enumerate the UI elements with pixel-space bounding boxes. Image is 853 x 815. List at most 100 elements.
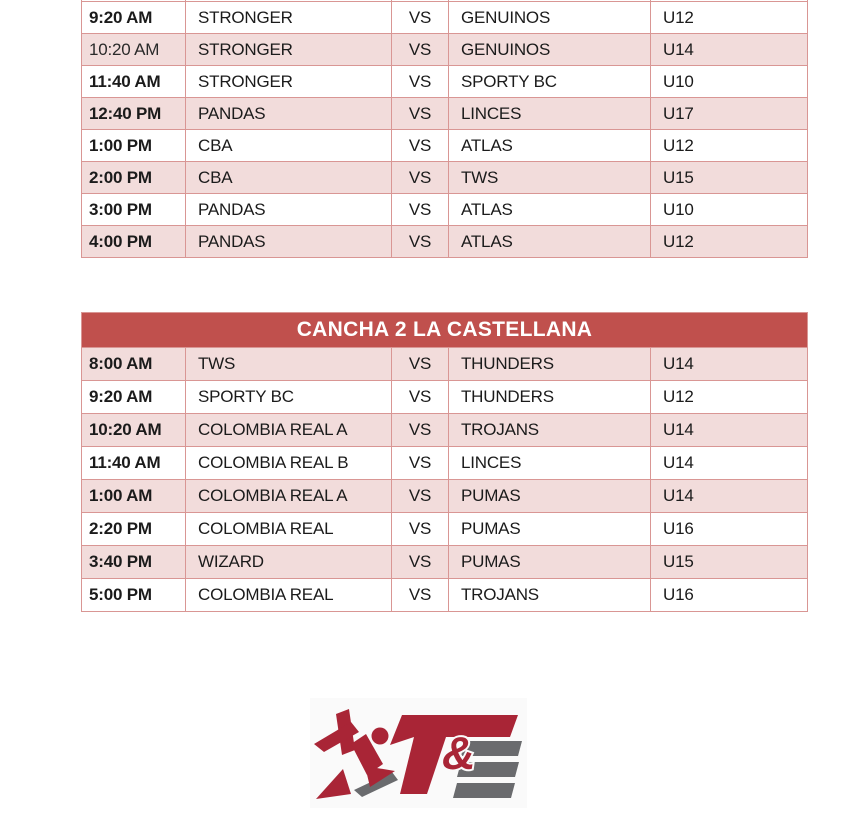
home-team: STRONGER: [186, 66, 392, 97]
match-row: 9:20 AM STRONGER VS GENUINOS U12: [82, 1, 807, 33]
category-label: U10: [663, 199, 694, 219]
match-row: 11:40 AM STRONGER VS SPORTY BC U10: [82, 65, 807, 97]
match-time: 10:20 AM: [82, 414, 186, 446]
match-time: 11:40 AM: [82, 447, 186, 479]
clipped-cell: [449, 0, 651, 1]
te-logo: &: [314, 709, 522, 799]
away-team: PUMAS: [449, 546, 651, 578]
cancha-2-schedule-table: CANCHA 2 LA CASTELLANA 8:00 AM TWS VS TH…: [81, 312, 808, 612]
match-time: 10:20 AM: [82, 34, 186, 65]
match-time: 1:00 AM: [82, 480, 186, 512]
match-time: 9:20 AM: [82, 2, 186, 33]
match-time: 5:00 PM: [82, 579, 186, 611]
category-label: U12: [663, 387, 694, 406]
home-team: WIZARD: [186, 546, 392, 578]
category-label: U10: [663, 71, 694, 91]
clipped-cell: [186, 0, 392, 1]
category-label: U15: [663, 552, 694, 571]
home-team: STRONGER: [186, 34, 392, 65]
match-time: 4:00 PM: [82, 226, 186, 257]
home-team: COLOMBIA REAL: [186, 579, 392, 611]
cancha-1-schedule-table: 9:20 AM STRONGER VS GENUINOS U12 10:20 A…: [81, 0, 808, 258]
ampersand-icon: &: [437, 725, 481, 781]
category-label: U14: [663, 354, 694, 373]
vs-label: VS: [392, 66, 449, 97]
home-team: COLOMBIA REAL B: [186, 447, 392, 479]
match-row: 2:20 PM COLOMBIA REAL VS PUMAS U16: [82, 512, 807, 545]
vs-label: VS: [392, 546, 449, 578]
away-team: ATLAS: [449, 130, 651, 161]
home-team: COLOMBIA REAL A: [186, 480, 392, 512]
away-team: ATLAS: [449, 226, 651, 257]
match-time: 3:00 PM: [82, 194, 186, 225]
category-label: U16: [663, 519, 694, 538]
table-title: CANCHA 2 LA CASTELLANA: [82, 313, 807, 347]
match-row: 10:20 AM STRONGER VS GENUINOS U14: [82, 33, 807, 65]
letter-e-icon: [453, 741, 522, 798]
match-time: 8:00 AM: [82, 348, 186, 380]
match-time: 2:20 PM: [82, 513, 186, 545]
match-row: 12:40 PM PANDAS VS LINCES U17: [82, 97, 807, 129]
category-label: U14: [663, 39, 694, 59]
vs-label: VS: [392, 414, 449, 446]
clipped-top-row: [82, 0, 807, 1]
match-time: 3:40 PM: [82, 546, 186, 578]
away-team: GENUINOS: [449, 34, 651, 65]
home-team: TWS: [186, 348, 392, 380]
away-team: THUNDERS: [449, 348, 651, 380]
away-team: TROJANS: [449, 579, 651, 611]
home-team: PANDAS: [186, 98, 392, 129]
vs-label: VS: [392, 480, 449, 512]
category-label: U12: [663, 7, 694, 27]
vs-label: VS: [392, 130, 449, 161]
te-logo-card: &: [310, 698, 527, 808]
vs-label: VS: [392, 447, 449, 479]
match-row: 8:00 AM TWS VS THUNDERS U14: [82, 347, 807, 380]
match-time: 12:40 PM: [82, 98, 186, 129]
letter-t-icon: [390, 715, 518, 794]
match-time: 11:40 AM: [82, 66, 186, 97]
vs-label: VS: [392, 194, 449, 225]
match-row: 11:40 AM COLOMBIA REAL B VS LINCES U14: [82, 446, 807, 479]
match-row: 5:00 PM COLOMBIA REAL VS TROJANS U16: [82, 578, 807, 611]
match-row: 1:00 AM COLOMBIA REAL A VS PUMAS U14: [82, 479, 807, 512]
away-team: PUMAS: [449, 513, 651, 545]
home-team: CBA: [186, 162, 392, 193]
home-team: COLOMBIA REAL: [186, 513, 392, 545]
away-team: PUMAS: [449, 480, 651, 512]
home-team: COLOMBIA REAL A: [186, 414, 392, 446]
clipped-cell: [392, 0, 449, 1]
home-team: PANDAS: [186, 226, 392, 257]
vs-label: VS: [392, 98, 449, 129]
match-time: 9:20 AM: [82, 381, 186, 413]
category-label: U12: [663, 135, 694, 155]
match-row: 9:20 AM SPORTY BC VS THUNDERS U12: [82, 380, 807, 413]
category-label: U15: [663, 167, 694, 187]
match-row: 2:00 PM CBA VS TWS U15: [82, 161, 807, 193]
match-time: 2:00 PM: [82, 162, 186, 193]
category-label: U16: [663, 585, 694, 604]
home-team: PANDAS: [186, 194, 392, 225]
away-team: LINCES: [449, 98, 651, 129]
away-team: SPORTY BC: [449, 66, 651, 97]
category-label: U14: [663, 420, 694, 439]
vs-label: VS: [392, 226, 449, 257]
vs-label: VS: [392, 34, 449, 65]
match-time: 1:00 PM: [82, 130, 186, 161]
home-team: CBA: [186, 130, 392, 161]
match-row: 1:00 PM CBA VS ATLAS U12: [82, 129, 807, 161]
away-team: TWS: [449, 162, 651, 193]
clipped-cell: [82, 0, 186, 1]
vs-label: VS: [392, 579, 449, 611]
match-row: 4:00 PM PANDAS VS ATLAS U12: [82, 225, 807, 257]
category-label: U14: [663, 486, 694, 505]
vs-label: VS: [392, 381, 449, 413]
vs-label: VS: [392, 348, 449, 380]
away-team: THUNDERS: [449, 381, 651, 413]
vs-label: VS: [392, 513, 449, 545]
away-team: GENUINOS: [449, 2, 651, 33]
category-label: U14: [663, 453, 694, 472]
away-team: TROJANS: [449, 414, 651, 446]
home-team: SPORTY BC: [186, 381, 392, 413]
